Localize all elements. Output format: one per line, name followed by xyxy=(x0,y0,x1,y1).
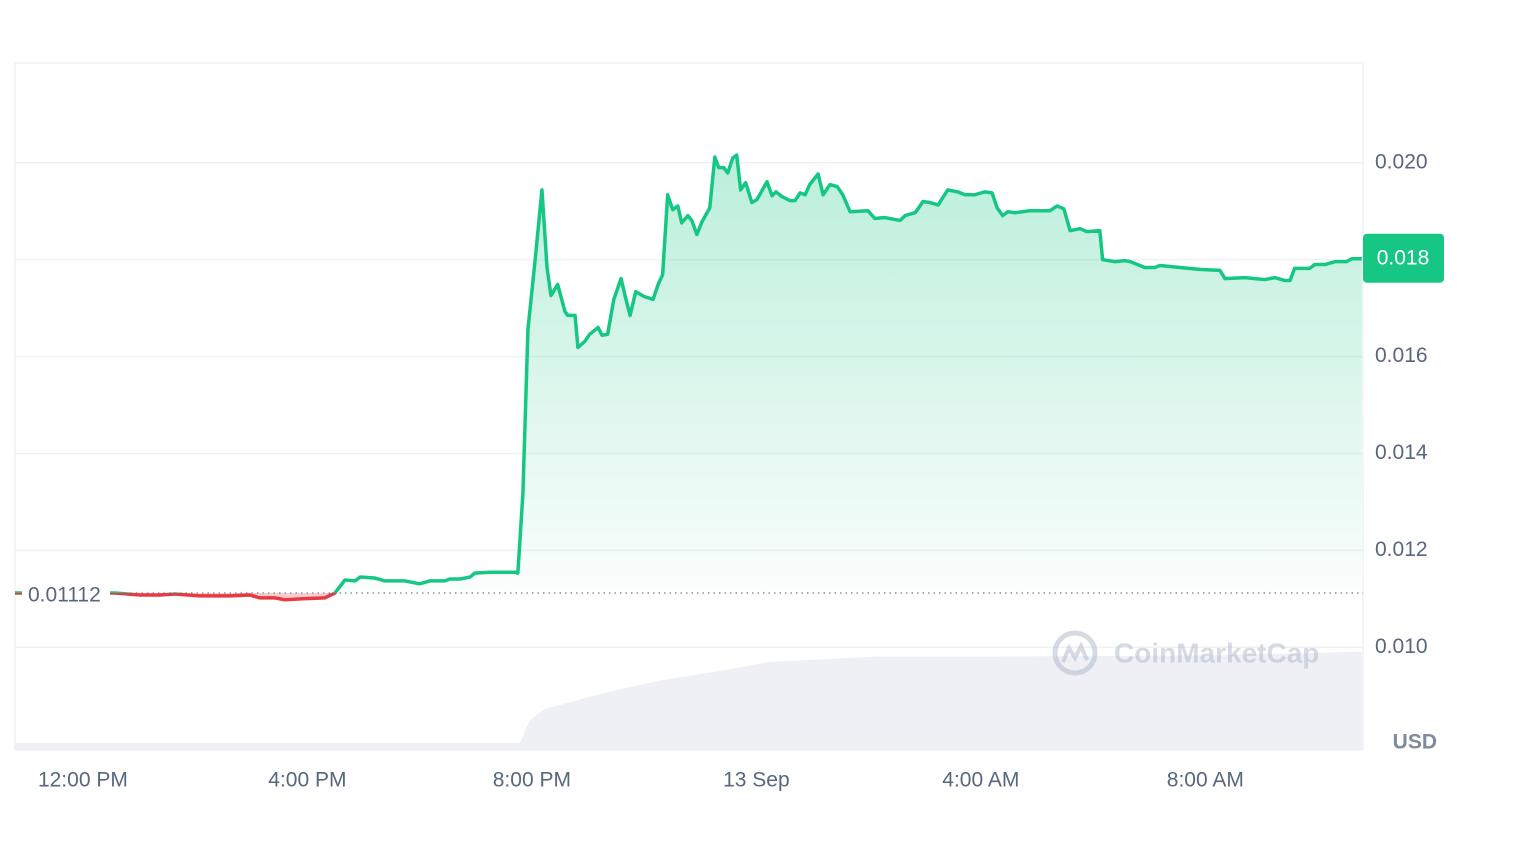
watermark-text: CoinMarketCap xyxy=(1114,637,1319,668)
x-tick-label: 13 Sep xyxy=(723,769,790,792)
labels: 0.010 0.012 0.014 0.016 0.018 0.020 12:00 PM 4:… xyxy=(22,150,1444,792)
price-tag-label: 0.018 xyxy=(1377,246,1430,269)
x-tick-label: 4:00 PM xyxy=(268,769,346,792)
y-tick-label: 0.016 xyxy=(1375,344,1428,367)
price-area xyxy=(15,155,1362,600)
x-tick-label: 12:00 PM xyxy=(38,769,128,792)
y-tick-label: 0.012 xyxy=(1375,538,1428,561)
price-line xyxy=(15,153,1362,602)
reference-label: 0.01112 xyxy=(28,584,101,607)
watermark: CoinMarketCap xyxy=(1052,630,1319,676)
x-tick-label: 8:00 PM xyxy=(493,769,571,792)
volume-area xyxy=(15,651,1362,750)
reference-label-bg xyxy=(22,579,110,608)
y-tick-label: 0.014 xyxy=(1375,441,1428,464)
volume-layer xyxy=(15,651,1362,750)
x-tick-label: 4:00 AM xyxy=(942,769,1019,792)
y-unit: USD xyxy=(1393,731,1437,754)
price-tag xyxy=(1363,233,1444,283)
plot xyxy=(15,153,1363,602)
y-tick-label: 0.020 xyxy=(1375,150,1428,173)
y-tick-label: 0.010 xyxy=(1375,635,1428,658)
x-tick-label: 8:00 AM xyxy=(1167,769,1244,792)
